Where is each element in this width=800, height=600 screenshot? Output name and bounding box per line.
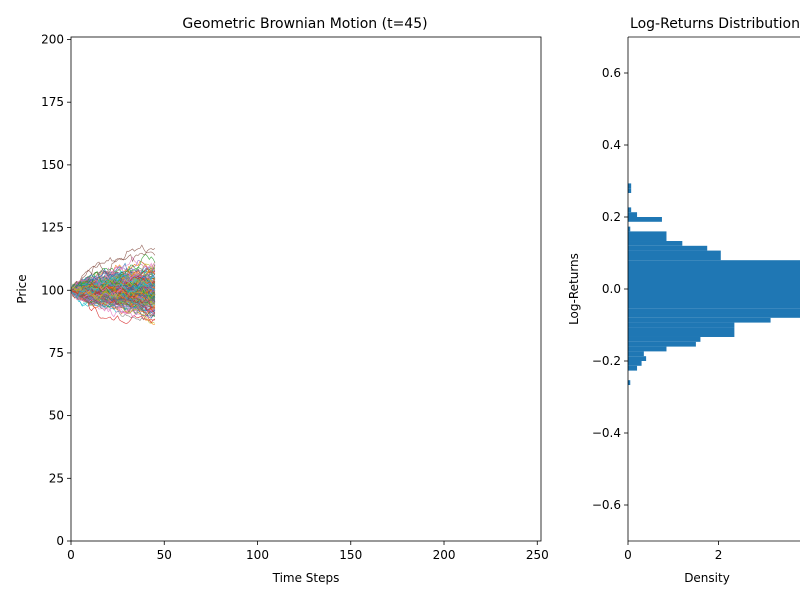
- histogram-y-tick-label: −0.6: [592, 498, 621, 512]
- price-path-line: [70, 288, 155, 314]
- price-path-line: [70, 281, 156, 299]
- price-y-tick-label: 175: [41, 95, 64, 109]
- price-y-tick-label: 50: [49, 409, 64, 423]
- histogram-y-tick-label: 0.2: [602, 210, 621, 224]
- histogram-bar: [628, 241, 683, 246]
- price-path-line: [70, 262, 155, 298]
- histogram-bar: [628, 231, 667, 242]
- price-y-tick-label: 200: [41, 33, 64, 47]
- histogram-bar: [628, 341, 696, 347]
- price-x-tick-label: 0: [67, 548, 75, 562]
- price-x-axis-label: Time Steps: [272, 571, 340, 585]
- price-path-line: [70, 288, 156, 306]
- histogram-bar: [628, 361, 642, 366]
- histogram-bar: [628, 351, 644, 357]
- histogram-bar: [628, 327, 735, 337]
- price-x-tick-label: 200: [433, 548, 456, 562]
- histogram-x-axis-label: Density: [684, 571, 730, 585]
- histogram-bar: [628, 365, 638, 371]
- price-x-tick-label: 50: [157, 548, 172, 562]
- price-y-tick-label: 150: [41, 158, 64, 172]
- histogram-bar: [628, 217, 662, 222]
- price-path-line: [70, 266, 156, 295]
- histogram-y-tick-label: 0.0: [602, 282, 621, 296]
- histogram-y-tick-label: 0.4: [602, 138, 621, 152]
- histogram-y-tick-label: −0.2: [592, 354, 621, 368]
- histogram-bar: [628, 260, 800, 309]
- price-y-ticks: 0 25 50 75 100 125 150 175 200: [41, 33, 71, 548]
- price-path-line: [70, 280, 156, 299]
- histogram-y-ticks: −0.6 −0.4 −0.2 0.0 0.2 0.4 0.6: [592, 66, 628, 512]
- histogram-bar: [628, 245, 708, 251]
- price-path-line: [70, 286, 156, 315]
- price-y-axis-label: Price: [15, 274, 29, 303]
- histogram-bar: [628, 226, 631, 232]
- price-y-tick-label: 100: [41, 283, 64, 297]
- histogram-bar: [628, 183, 632, 189]
- price-path-line: [70, 287, 156, 306]
- histogram-bar: [628, 346, 667, 352]
- price-x-tick-label: 100: [246, 548, 269, 562]
- price-x-tick-label: 150: [339, 548, 362, 562]
- price-path-line: [70, 288, 156, 317]
- histogram-bar: [628, 207, 632, 213]
- price-path-line: [70, 248, 156, 291]
- histogram-bar: [628, 322, 735, 328]
- price-chart-title: Geometric Brownian Motion (t=45): [182, 16, 427, 32]
- price-x-ticks: 0 50 100 150 200 250: [67, 541, 549, 562]
- price-path-line: [70, 286, 155, 302]
- price-y-tick-label: 125: [41, 221, 64, 235]
- price-path-line: [70, 284, 156, 304]
- histogram-x-tick-label: 0: [624, 548, 632, 562]
- histogram-bar: [628, 250, 721, 261]
- histogram-bar: [628, 308, 800, 314]
- histogram-bar: [628, 356, 647, 361]
- histogram-y-tick-label: −0.4: [592, 426, 621, 440]
- price-y-tick-label: 75: [49, 346, 64, 360]
- price-chart-frame: [70, 36, 542, 542]
- histogram-y-axis-label: Log-Returns: [567, 253, 581, 325]
- histogram-bars: [628, 183, 800, 386]
- histogram-x-tick-label: 2: [715, 548, 723, 562]
- price-path-line: [70, 279, 156, 299]
- histogram-y-tick-label: 0.6: [602, 66, 621, 80]
- histogram-bar: [628, 313, 800, 318]
- histogram-bar: [628, 317, 771, 323]
- price-paths: [70, 244, 156, 325]
- price-paths-chart: Geometric Brownian Motion (t=45) 0 50 100 1…: [15, 16, 549, 585]
- price-path-line: [70, 288, 155, 324]
- histogram-bar: [628, 212, 638, 217]
- histogram-title: Log-Returns Distribution: [630, 16, 800, 32]
- price-path-line: [70, 244, 156, 293]
- price-x-tick-label: 250: [526, 548, 549, 562]
- price-path-line: [70, 268, 156, 291]
- histogram-bar: [628, 188, 632, 193]
- price-y-tick-label: 25: [49, 471, 64, 485]
- price-y-tick-label: 0: [56, 534, 64, 548]
- histogram-bar: [628, 336, 701, 342]
- histogram-bar: [628, 380, 631, 386]
